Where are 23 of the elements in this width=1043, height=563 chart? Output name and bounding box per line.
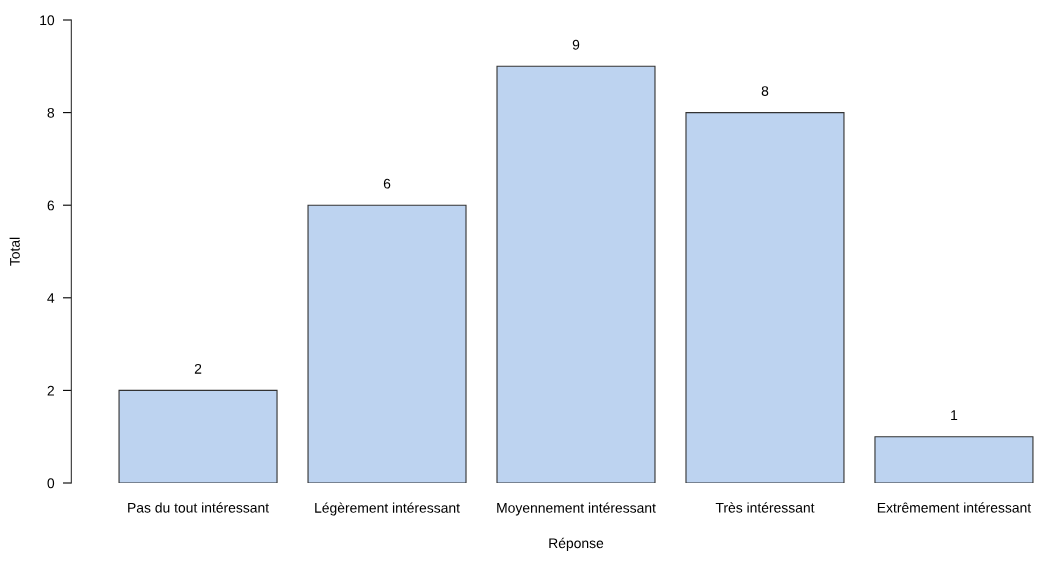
data-label: 9 [572, 39, 580, 50]
y-tick-label: 8 [47, 107, 55, 118]
x-tick-label: Légèrement intéressant [315, 502, 460, 516]
x-tick-label: Extrêmement intéressant [877, 502, 1032, 513]
bar [685, 112, 845, 483]
y-tick-label: 10 [40, 15, 55, 26]
data-label: 6 [383, 178, 391, 189]
x-tick-label: Pas du tout intéressant [128, 502, 269, 513]
bar [118, 389, 278, 483]
y-tick-label: 4 [47, 293, 55, 303]
y-axis-title: Total [9, 237, 20, 266]
x-tick-label: Très intéressant [715, 502, 815, 513]
bar [496, 65, 656, 483]
x-axis-title: Réponse [549, 537, 604, 551]
x-tick-label: Moyennement intéressant [497, 502, 656, 516]
y-tick-label: 6 [47, 200, 55, 211]
bar [307, 204, 467, 483]
y-tick-label: 0 [47, 478, 55, 489]
data-label: 2 [194, 363, 202, 374]
data-label: 1 [951, 410, 958, 420]
data-label: 8 [761, 86, 769, 96]
y-tick-label: 2 [47, 385, 54, 396]
bar [874, 436, 1034, 483]
